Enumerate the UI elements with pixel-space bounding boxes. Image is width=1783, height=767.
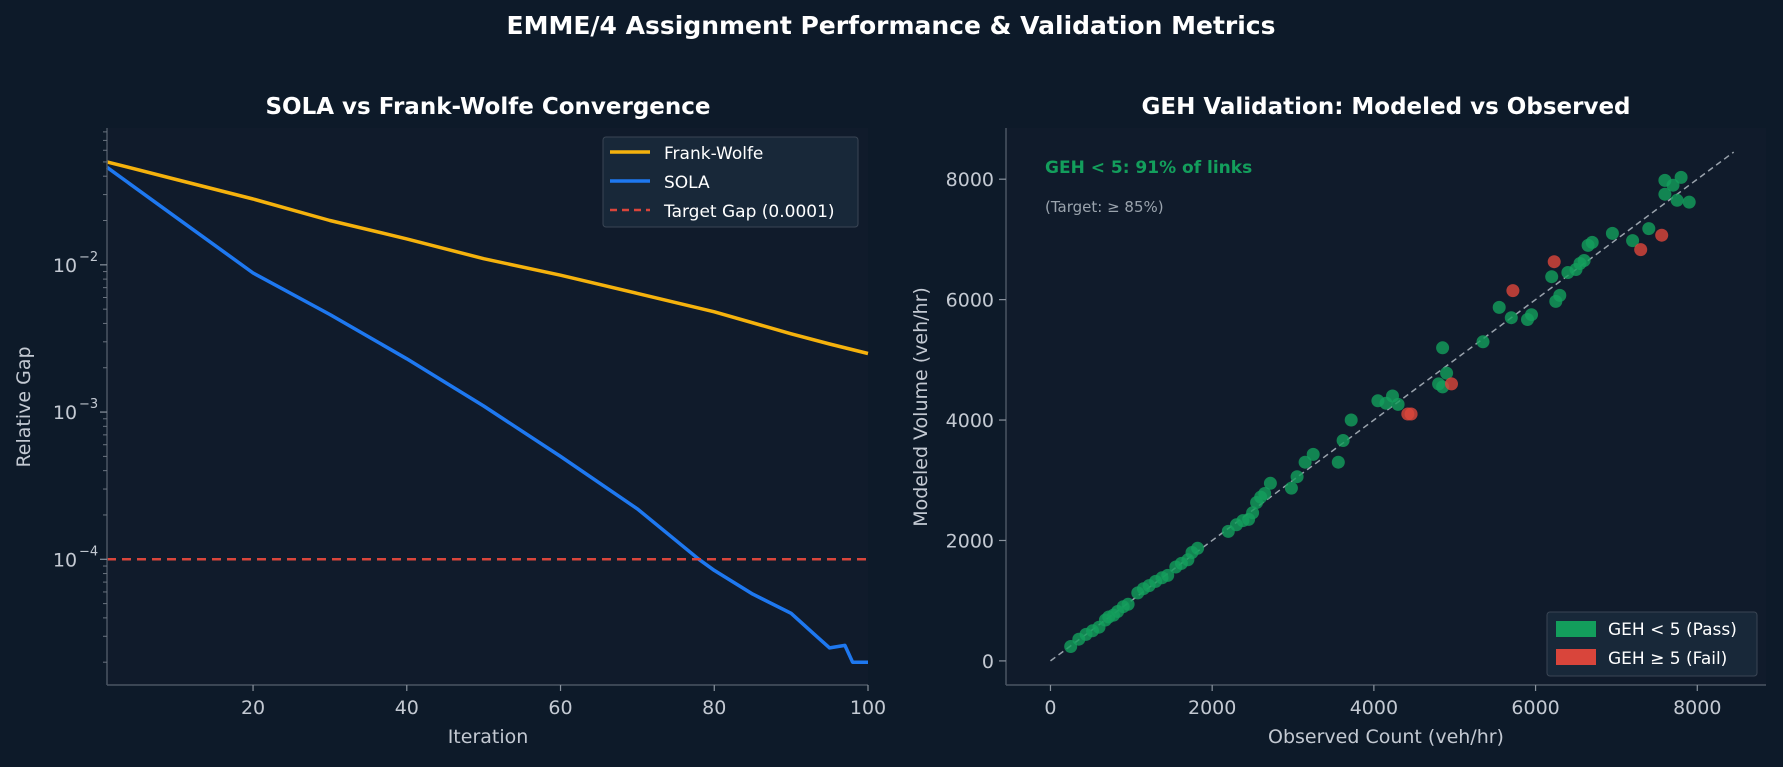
scatter-point-pass [1391,397,1405,411]
geh-legend: GEH < 5 (Pass) GEH ≥ 5 (Fail) [1546,611,1758,677]
legend-label-pass: GEH < 5 (Pass) [1608,620,1737,640]
scatter-point-pass [1290,470,1304,484]
y-tick-label: 6000 [946,290,994,312]
x-tick-label: 4000 [1350,697,1398,719]
scatter-point-pass [1658,187,1672,201]
x-tick-label: 6000 [1511,697,1559,719]
x-tick-label: 40 [395,697,419,719]
geh-x-axis-label: Observed Count (veh/hr) [1268,726,1504,748]
convergence-x-axis-label: Iteration [448,726,529,748]
scatter-point-fail [1634,243,1648,257]
scatter-point-pass [1161,568,1175,582]
scatter-point-fail [1655,228,1669,242]
scatter-point-pass [1577,254,1591,267]
x-tick-label: 100 [850,697,886,719]
x-tick-label: 20 [241,697,265,719]
scatter-point-pass [1336,434,1350,447]
scatter-point-pass [1525,308,1538,322]
scatter-point-pass [1492,300,1506,314]
legend-swatch-pass [1556,621,1596,637]
legend-label-target-gap: Target Gap (0.0001) [663,202,835,222]
convergence-y-ticks: 10−210−310−4 [53,131,107,663]
convergence-panel: SOLA vs Frank-Wolfe Convergence 20 40 60 80… [13,94,886,748]
scatter-point-pass [1298,455,1312,469]
scatter-point-pass [1440,366,1454,380]
legend-label-fail: GEH ≥ 5 (Fail) [1608,649,1727,669]
scatter-point-pass [1626,234,1640,248]
y-tick-label: 10 [53,402,77,424]
suptitle: EMME/4 Assignment Performance & Validati… [507,11,1276,40]
convergence-title: SOLA vs Frank-Wolfe Convergence [265,94,710,120]
y-tick-exponent: −3 [79,397,98,412]
scatter-point-pass [1331,455,1345,469]
y-tick-label: 10 [53,255,77,277]
geh-y-axis-label: Modeled Volume (veh/hr) [910,287,932,527]
scatter-point-pass [1682,195,1696,209]
y-tick-label: 2000 [946,530,994,552]
scatter-point-fail [1506,284,1520,298]
scatter-point-pass [1545,270,1559,284]
x-tick-label: 2000 [1188,697,1236,719]
scatter-point-pass [1191,541,1205,555]
scatter-point-pass [1670,193,1684,207]
convergence-legend-box [602,136,859,228]
x-tick-label: 80 [702,697,726,719]
scatter-point-pass [1674,170,1688,184]
scatter-point-pass [1263,476,1277,490]
convergence-legend: Frank-Wolfe SOLA Target Gap (0.0001) [602,136,859,228]
legend-label-sola: SOLA [664,173,710,193]
y-tick-label: 4000 [946,410,994,432]
x-tick-label: 60 [548,697,572,719]
scatter-point-fail [1404,407,1418,421]
convergence-x-ticks: 20 40 60 80 100 [241,685,886,719]
geh-pass-rate-annotation: GEH < 5: 91% of links [1045,158,1252,178]
scatter-point-pass [1605,226,1619,240]
y-tick-exponent: −2 [79,250,98,265]
scatter-point-pass [1344,413,1358,427]
scatter-point-pass [1585,235,1599,249]
x-tick-label: 8000 [1673,697,1721,719]
scatter-point-pass [1258,487,1272,500]
scatter-point-fail [1445,377,1458,391]
scatter-point-pass [1306,447,1320,461]
x-tick-label: 0 [1044,697,1056,719]
scatter-point-pass [1436,341,1450,355]
geh-x-ticks: 0 2000 4000 6000 8000 [1044,685,1721,719]
geh-plot-area [1050,151,1735,662]
geh-title: GEH Validation: Modeled vs Observed [1141,94,1630,120]
scatter-point-pass [1121,597,1135,611]
scatter-point-pass [1246,506,1260,520]
scatter-point-pass [1476,335,1490,349]
y-tick-label: 10 [53,549,77,571]
scatter-point-pass [1642,222,1656,236]
scatter-point-fail [1547,255,1561,269]
geh-legend-box [1546,611,1758,677]
geh-panel: GEH Validation: Modeled vs Observed 0 200… [910,94,1766,748]
y-tick-exponent: −4 [79,544,98,559]
scatter-point-pass [1504,311,1518,325]
scatter-point-pass [1553,288,1567,302]
scatter-point-pass [1666,178,1680,192]
legend-label-frank-wolfe: Frank-Wolfe [664,144,763,164]
convergence-plot-area [105,160,869,664]
geh-target-annotation: (Target: ≥ 85%) [1045,198,1164,216]
convergence-y-axis-label: Relative Gap [13,346,35,467]
geh-y-ticks: 0 2000 4000 6000 8000 [946,169,1006,673]
y-tick-label: 0 [982,651,994,673]
scatter-point-pass [1284,481,1298,495]
y-tick-label: 8000 [946,169,994,191]
legend-swatch-fail [1556,649,1596,665]
series-line-frank-wolfe [106,160,869,356]
